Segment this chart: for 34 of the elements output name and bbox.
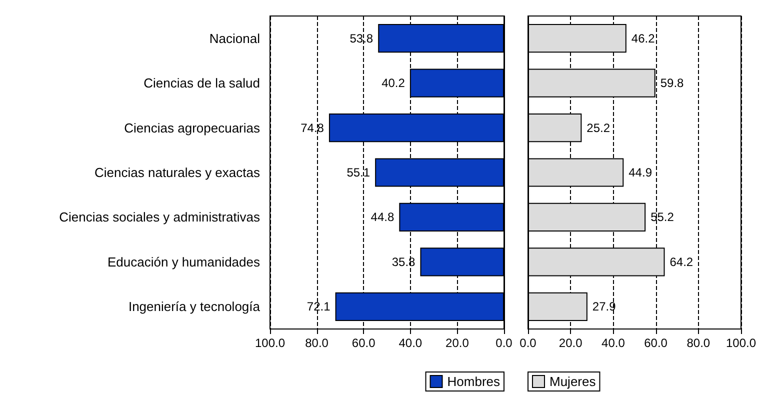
y-tick-label: Ciencias naturales y exactas — [94, 165, 260, 180]
data-label: 44.9 — [628, 166, 652, 180]
y-tick-label: Ciencias sociales y administrativas — [59, 210, 260, 225]
data-label: 55.1 — [346, 166, 370, 180]
x-tick-label: 0.0 — [496, 336, 513, 350]
x-tick-label: 40.0 — [398, 336, 422, 350]
x-tick-label: 60.0 — [352, 336, 376, 350]
data-label: 72.1 — [306, 300, 331, 314]
x-tick-label: 20.0 — [446, 336, 470, 350]
data-label: 27.9 — [592, 300, 616, 314]
data-label: 64.2 — [670, 254, 694, 269]
x-tick-label: 80.0 — [305, 336, 329, 350]
data-label: 25.2 — [586, 120, 610, 135]
data-label: 55.2 — [650, 210, 674, 224]
y-tick-label: Nacional — [209, 30, 260, 46]
legend-label: Mujeres — [550, 374, 596, 389]
y-tick-label: Ciencias agropecuarias — [124, 120, 260, 136]
y-tick-label: Ingeniería y tecnología — [128, 299, 261, 314]
data-label: 74.8 — [300, 120, 324, 135]
x-tick-label: 60.0 — [644, 336, 668, 350]
data-label: 59.8 — [660, 76, 684, 90]
x-tick-label: 100.0 — [726, 336, 756, 350]
data-label: 40.2 — [382, 76, 406, 90]
x-tick-label: 0.0 — [520, 336, 537, 350]
legend-label: Hombres — [447, 374, 500, 389]
data-label: 53.8 — [350, 31, 374, 46]
data-label: 46.2 — [631, 31, 656, 46]
x-tick-label: 40.0 — [602, 336, 626, 350]
y-tick-label: Ciencias de la salud — [144, 76, 260, 91]
x-tick-label: 20.0 — [558, 336, 583, 350]
y-tick-label: Educación y humanidades — [108, 254, 260, 270]
x-tick-label: 80.0 — [686, 336, 710, 350]
x-tick-label: 100.0 — [254, 336, 286, 350]
data-label: 44.8 — [370, 210, 394, 224]
